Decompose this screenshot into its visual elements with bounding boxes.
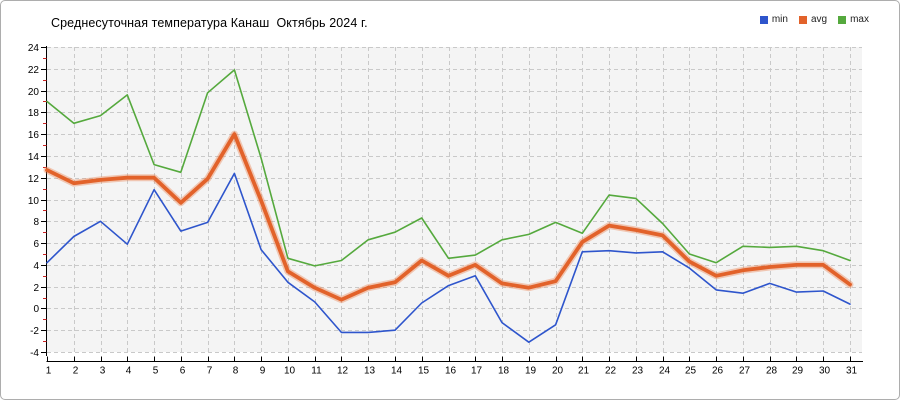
y-tick-label: 24	[28, 43, 40, 54]
max-series-line	[46, 69, 851, 267]
avg-series-swatch-icon	[798, 15, 807, 24]
x-tick-label: 3	[100, 366, 106, 377]
x-tick-label: 24	[659, 366, 671, 377]
x-tick-label: 29	[792, 366, 804, 377]
y-tick-label: 12	[28, 174, 40, 185]
x-tick-label: 30	[819, 366, 831, 377]
y-tick-label: 20	[28, 87, 40, 98]
y-tick-label: 8	[33, 217, 39, 228]
x-tick-label: 2	[73, 366, 79, 377]
x-tick-label: 8	[233, 366, 239, 377]
avg-series-line	[45, 132, 852, 302]
x-tick-label: 28	[766, 366, 778, 377]
x-tick-label: 15	[418, 366, 430, 377]
x-tick-label: 14	[391, 366, 403, 377]
y-tick-label: 6	[33, 239, 39, 250]
y-tick-label: 0	[33, 304, 39, 315]
min-series-swatch-icon	[759, 15, 768, 24]
x-tick-label: 22	[605, 366, 617, 377]
x-tick-label: 20	[552, 366, 564, 377]
x-tick-label: 16	[445, 366, 457, 377]
x-tick-label: 12	[337, 366, 349, 377]
max-series-swatch-icon	[838, 15, 847, 24]
x-tick-label: 27	[739, 366, 751, 377]
y-tick-label: 14	[28, 152, 40, 163]
x-tick-label: 11	[311, 366, 322, 377]
x-tick-label: 26	[712, 366, 724, 377]
legend-item-min: min	[759, 14, 788, 25]
x-tick-label: 7	[207, 366, 213, 377]
x-tick-label: 5	[153, 366, 159, 377]
gridlines	[47, 47, 862, 353]
chart-legend: min avg max	[759, 14, 869, 25]
y-tick-label: 4	[33, 261, 39, 272]
y-tick-label: 2	[33, 283, 39, 294]
legend-item-avg: avg	[798, 14, 828, 25]
x-tick-label: 18	[498, 366, 510, 377]
x-tick-label: 17	[471, 366, 483, 377]
x-tick-label: 6	[180, 366, 186, 377]
x-tick-label: 19	[525, 366, 537, 377]
y-tick-label: 22	[28, 65, 40, 76]
legend-label-max: max	[850, 14, 869, 25]
y-tick-label: -2	[30, 326, 39, 337]
y-tick-label: 16	[28, 130, 40, 141]
x-tick-label: 1	[46, 366, 52, 377]
x-axis: 1 2 3 4 5 6 7 8 9 10 11 12 13 14 15 16 17 18 19 20 21 22 23 24 2…	[46, 356, 863, 377]
x-tick-label: 31	[846, 366, 858, 377]
legend-label-avg: avg	[810, 14, 828, 25]
x-tick-label: 9	[260, 366, 266, 377]
legend-label-min: min	[771, 14, 788, 25]
x-tick-label: 10	[284, 366, 296, 377]
x-tick-label: 25	[685, 366, 697, 377]
x-tick-label: 21	[578, 366, 590, 377]
page-title: Среднесуточная температура Канаш Октябрь…	[51, 16, 368, 30]
min-series-line	[46, 172, 851, 344]
x-tick-label: 13	[364, 366, 376, 377]
y-tick-label: 10	[28, 196, 40, 207]
y-tick-label: 18	[28, 108, 40, 119]
x-tick-label: 23	[632, 366, 644, 377]
legend-item-max: max	[838, 14, 869, 25]
y-tick-label: -4	[30, 348, 39, 359]
plot-area	[47, 47, 862, 352]
x-tick-label: 4	[126, 366, 132, 377]
